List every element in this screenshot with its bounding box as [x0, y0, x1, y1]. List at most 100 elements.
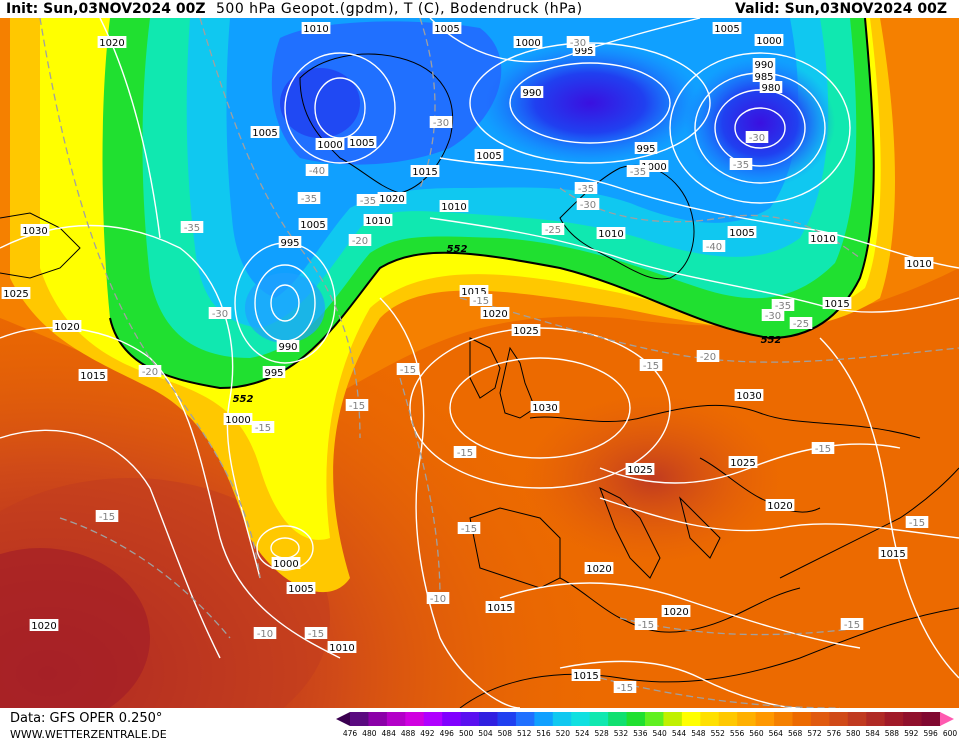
scale-swatch: [663, 712, 683, 726]
temperature-label: -35: [733, 160, 749, 171]
geopotential-label: 552: [233, 394, 254, 405]
weather-map-canvas: 552 552 552 1010 1005 1005 1020 1000 995 1000 990…: [0, 18, 959, 708]
isotherms: [39, 18, 959, 708]
temperature-label: -15: [99, 512, 115, 523]
pressure-label: 1020: [767, 501, 792, 512]
temperature-label: -15: [643, 361, 659, 372]
pressure-label: 1005: [300, 220, 325, 231]
scale-swatch: [792, 712, 812, 726]
pressure-label: 1005: [476, 151, 501, 162]
pressure-label: 1000: [515, 38, 540, 49]
pressure-label-box: [480, 307, 510, 319]
pressure-label-box: [511, 324, 541, 336]
scale-tick-label: 504: [478, 729, 493, 738]
temperature-label: -30: [570, 38, 586, 49]
pressure-label: 1005: [252, 128, 277, 139]
pressure-label: 1020: [54, 322, 79, 333]
temperature-label: -30: [749, 133, 765, 144]
temperature-label: -35: [184, 223, 200, 234]
temperature-label-box: [345, 399, 369, 411]
temperature-label-box: [811, 442, 835, 454]
pressure-label-box: [734, 389, 764, 401]
pressure-label: 1010: [598, 229, 623, 240]
pressure-label: 995: [280, 238, 299, 249]
scale-tick-label: 480: [362, 729, 377, 738]
pressure-label: 1015: [80, 371, 105, 382]
temperature-label-box: [574, 182, 598, 194]
scale-tick-label: 516: [536, 729, 551, 738]
scale-tick-label: 512: [517, 729, 532, 738]
pressure-label-box: [661, 605, 691, 617]
pressure-label-box: [52, 320, 82, 332]
scale-tick-label: 548: [691, 729, 706, 738]
temperature-label: -15: [638, 620, 654, 631]
contour-552: [109, 18, 875, 390]
pressure-label-box: [276, 340, 300, 352]
scale-tick-label: 544: [671, 729, 687, 738]
pressure-label-box: [822, 297, 852, 309]
pressure-label: 1010: [906, 259, 931, 270]
data-source: Data: GFS OPER 0.250°: [10, 711, 163, 726]
pressure-label: 1025: [513, 326, 538, 337]
pressure-label-box: [97, 36, 127, 48]
pressure-label: 1020: [586, 564, 611, 575]
scale-swatch: [774, 712, 793, 726]
scale-swatch: [884, 712, 904, 726]
scale-tick-label: 524: [575, 729, 590, 738]
temperature-label: -30: [765, 311, 781, 322]
temperature-labels: -30-30-35-30-35-40-35 -35-35-30-35-20-25-…: [95, 36, 929, 694]
scale-swatch: [423, 712, 443, 726]
temperature-label-box: [253, 627, 277, 639]
temperature-label-box: [729, 158, 753, 170]
temperature-label-box: [95, 510, 119, 522]
pressure-label-box: [584, 562, 614, 574]
scale-tick-label: 500: [458, 729, 474, 738]
temperature-label: -20: [700, 352, 716, 363]
scale-swatch: [755, 712, 775, 726]
valid-time: Valid: Sun,03NOV2024 00Z: [735, 1, 947, 17]
temperature-label-box: [297, 192, 321, 204]
scale-tick-label: 572: [807, 729, 822, 738]
temperature-label: -20: [352, 236, 368, 247]
temperature-label: -15: [400, 365, 416, 376]
temperature-label: -35: [360, 196, 376, 207]
scale-swatch: [681, 712, 701, 726]
scale-tick-label: 536: [633, 729, 648, 738]
pressure-label-box: [410, 165, 440, 177]
pressure-label-box: [271, 557, 301, 569]
pressure-label-box: [315, 138, 345, 150]
temperature-label-box: [613, 681, 637, 693]
temperature-label: -30: [212, 309, 228, 320]
weather-map: 552 552 552 1010 1005 1005 1020 1000 995 1000 990…: [0, 18, 959, 708]
geopotential-labels: 552 552 552: [233, 244, 782, 405]
pressure-label: 990: [754, 60, 773, 71]
temperature-label: -15: [844, 620, 860, 631]
pressure-label: 1005: [714, 24, 739, 35]
scale-swatch: [866, 712, 886, 726]
scale-swatch: [921, 712, 941, 726]
isobars: [0, 18, 959, 708]
scale-tick-label: 568: [787, 729, 803, 738]
scale-swatch: [737, 712, 757, 726]
temperature-label: -35: [301, 194, 317, 205]
temperature-label-box: [138, 365, 162, 377]
pressure-label-box: [377, 192, 407, 204]
pressure-label-box: [363, 214, 393, 226]
temperature-label-box: [305, 164, 329, 176]
temperature-label-box: [905, 516, 929, 528]
temperature-label: -15: [617, 683, 633, 694]
temperature-label-box: [761, 309, 785, 321]
temperature-label-box: [453, 446, 477, 458]
temperature-label-box: [789, 317, 813, 329]
temperature-label: -15: [473, 296, 489, 307]
temperature-label: -25: [793, 319, 809, 330]
pressure-label: 980: [761, 83, 780, 94]
scale-tick-label: 576: [826, 729, 842, 738]
scale-tick-label: 520: [555, 729, 571, 738]
pressure-label: 1020: [99, 38, 124, 49]
temperature-label-box: [429, 116, 453, 128]
temperature-label: -30: [433, 118, 449, 129]
pressure-label: 1000: [225, 415, 250, 426]
pressure-label-box: [752, 58, 776, 70]
pressure-label-box: [727, 226, 757, 238]
